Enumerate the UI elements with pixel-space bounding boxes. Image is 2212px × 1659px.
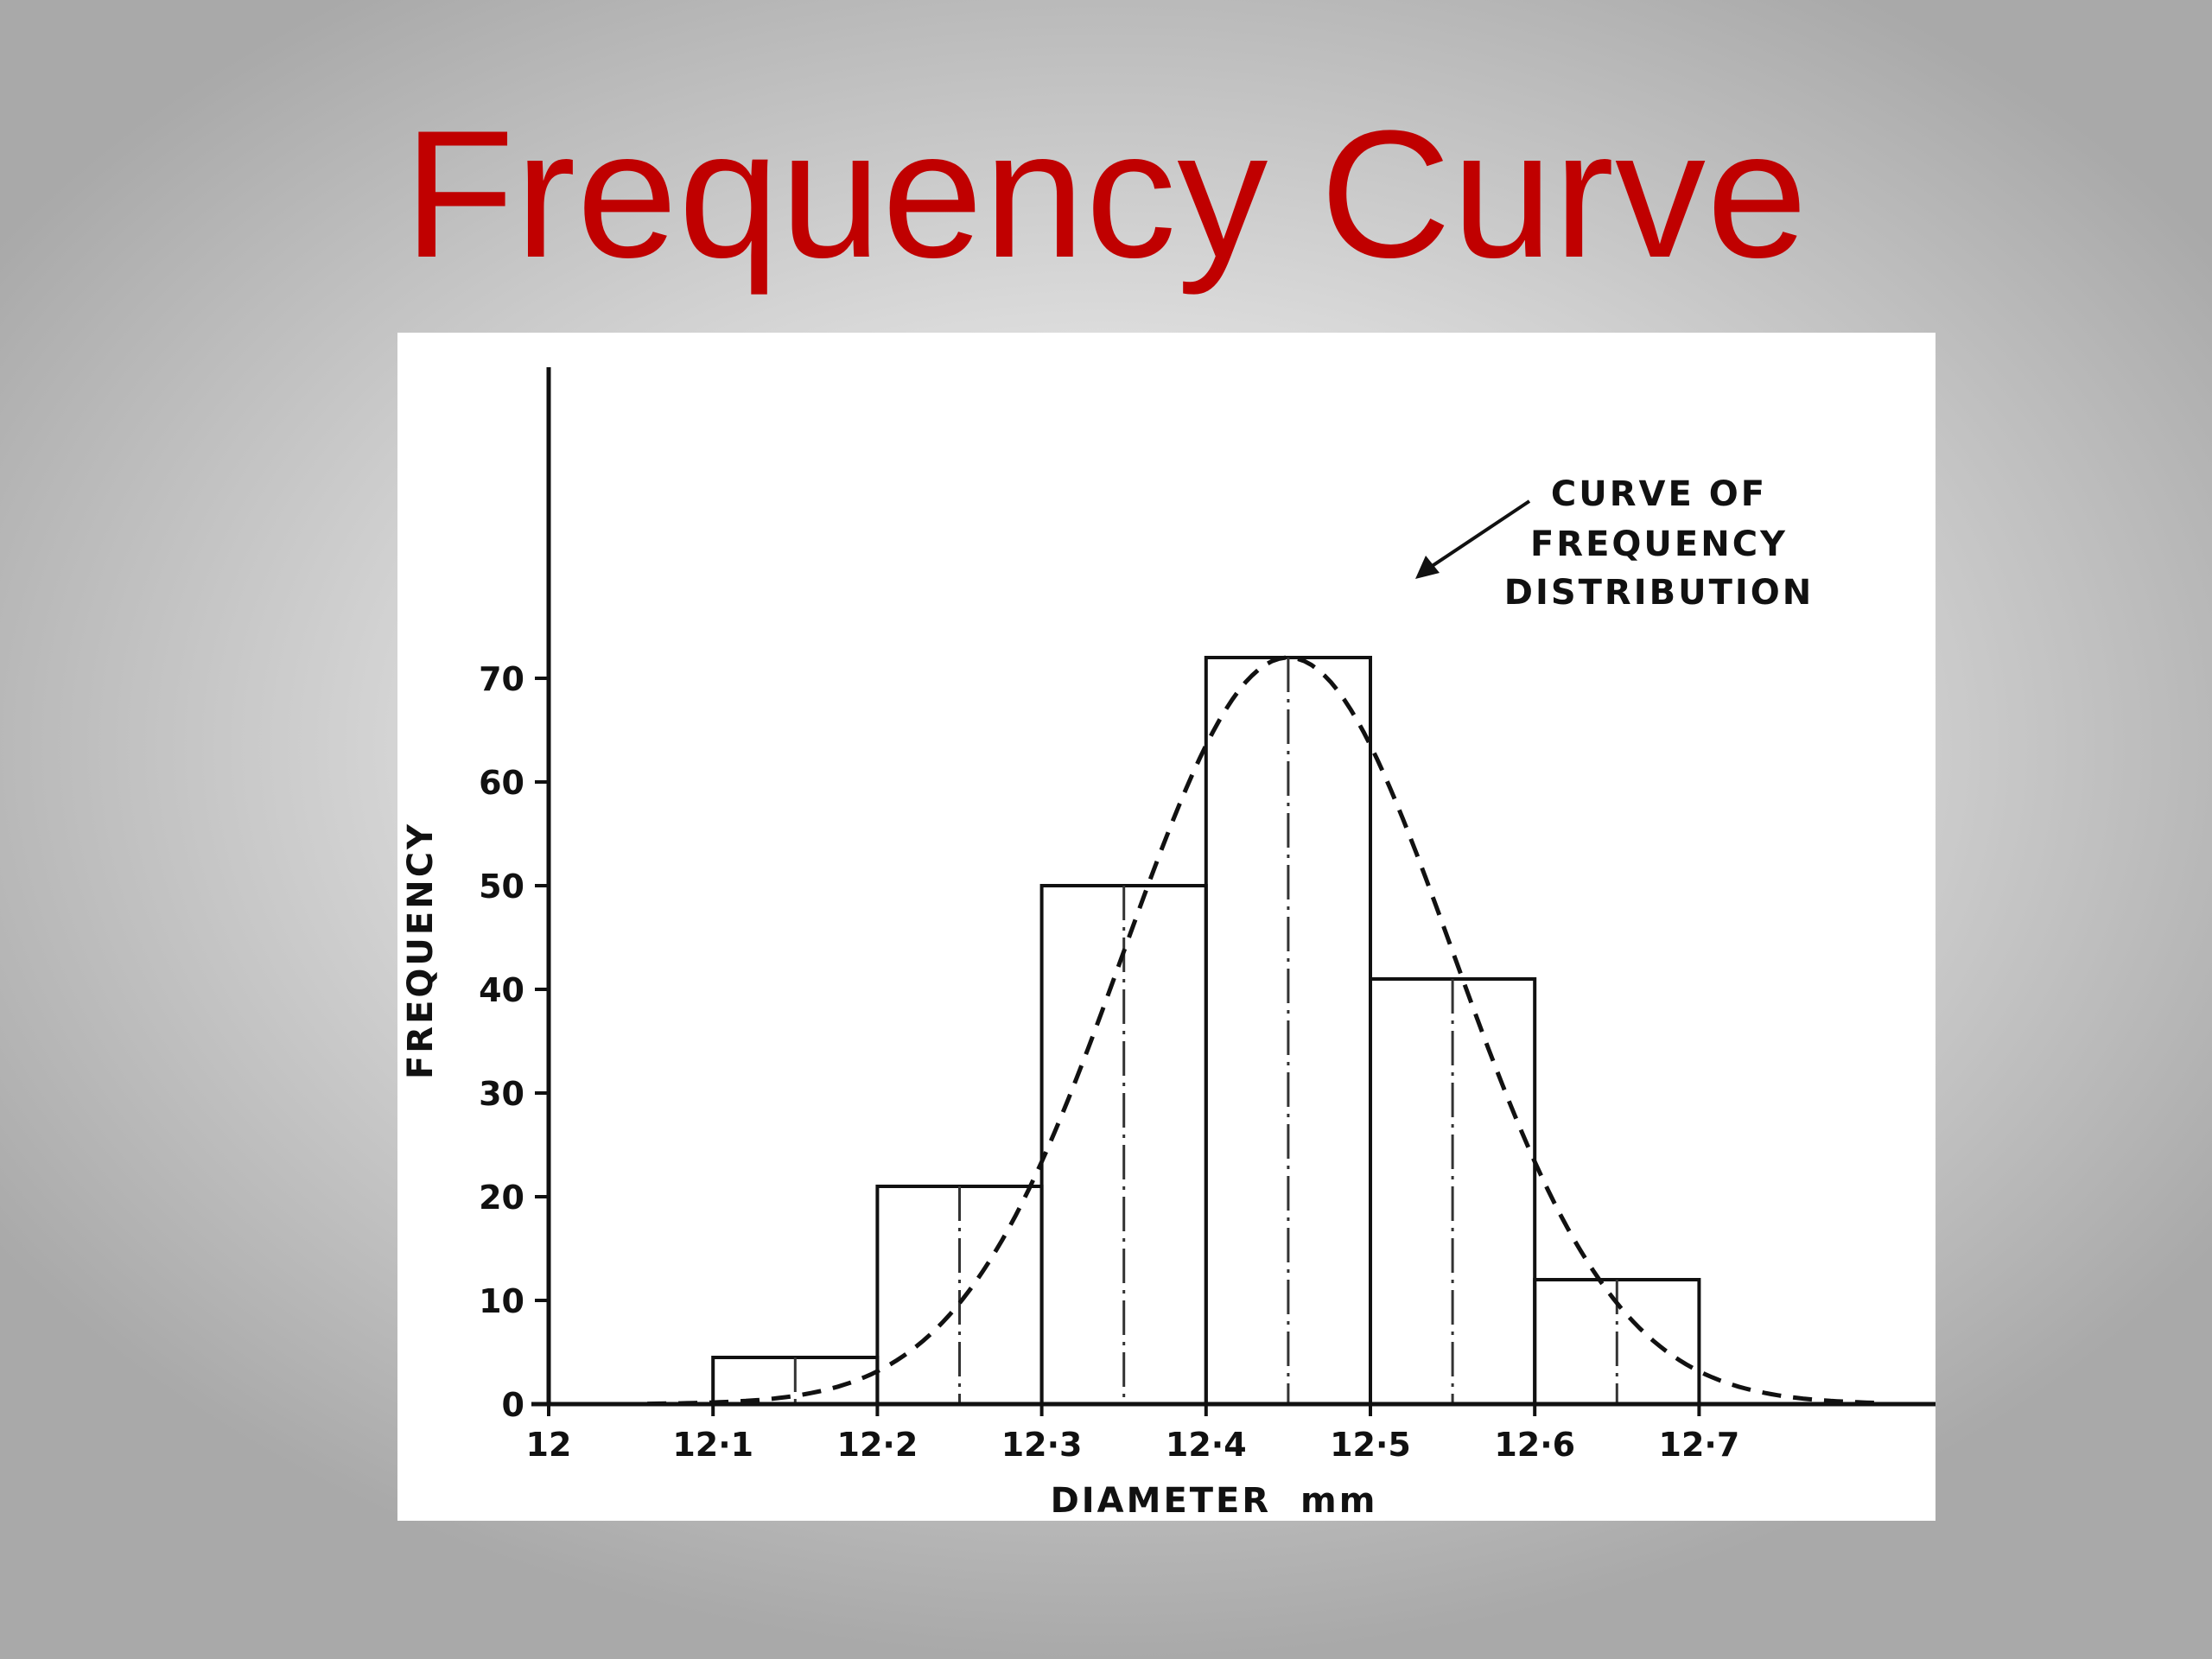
x-tick-label: 12: [526, 1426, 572, 1464]
frequency-histogram: 0 10 20 30 40 50 60 70 12 12·1 12·2 12·3 12·4 12·5 12·…: [401, 367, 1936, 1521]
arrow-head-icon: [1415, 556, 1440, 579]
y-tick-label: 50: [479, 868, 524, 906]
x-tick-label: 12·4: [1166, 1426, 1247, 1464]
curve-annotation: CURVE OF FREQUENCY DISTRIBUTION: [1415, 474, 1814, 613]
y-tick-label: 40: [479, 971, 524, 1009]
y-tick-label: 20: [479, 1179, 524, 1217]
chart-panel: 0 10 20 30 40 50 60 70 12 12·1 12·2 12·3 12·4 12·5 12·…: [397, 333, 1936, 1521]
x-axis-title: DIAMETER mm: [1051, 1481, 1378, 1521]
annotation-leader: [1424, 499, 1531, 572]
x-tick-label: 12·3: [1001, 1426, 1083, 1464]
y-tick-label: 10: [479, 1282, 524, 1320]
x-tick-label: 12·1: [672, 1426, 753, 1464]
slide-title: Frequency Curve: [404, 92, 1808, 296]
y-tick-label: 70: [479, 660, 524, 698]
annotation-line: CURVE OF: [1551, 474, 1767, 514]
y-tick-label: 30: [479, 1075, 524, 1113]
x-tick-label: 12·6: [1494, 1426, 1575, 1464]
x-tick-label: 12·2: [837, 1426, 918, 1464]
x-tick-label: 12·7: [1659, 1426, 1740, 1464]
y-tick-label: 60: [479, 764, 524, 802]
frequency-curve: [647, 655, 1877, 1407]
y-axis-title: FREQUENCY: [401, 822, 441, 1079]
y-tick-label: 0: [502, 1386, 524, 1424]
x-tick-label: 12·5: [1330, 1426, 1411, 1464]
annotation-line: FREQUENCY: [1530, 524, 1788, 564]
annotation-line: DISTRIBUTION: [1504, 573, 1814, 613]
